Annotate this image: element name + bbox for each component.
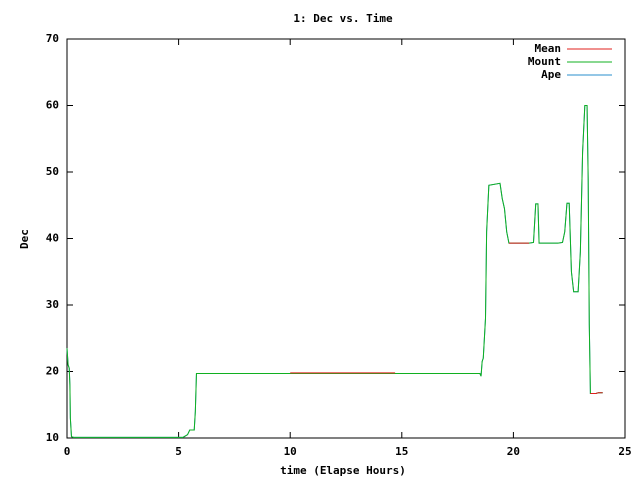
y-tick-label: 50: [46, 165, 59, 178]
x-tick-label: 25: [618, 445, 631, 458]
y-tick-label: 10: [46, 431, 59, 444]
legend-label: Ape: [541, 68, 561, 81]
x-tick-label: 10: [284, 445, 297, 458]
y-tick-label: 30: [46, 298, 59, 311]
x-tick-label: 15: [395, 445, 408, 458]
y-tick-label: 20: [46, 365, 59, 378]
y-tick-label: 40: [46, 232, 59, 245]
y-tick-label: 60: [46, 99, 59, 112]
x-tick-label: 0: [64, 445, 71, 458]
legend-label: Mean: [535, 42, 562, 55]
y-axis-label: Dec: [18, 229, 31, 249]
x-tick-label: 5: [175, 445, 182, 458]
y-tick-label: 70: [46, 32, 59, 45]
chart-title: 1: Dec vs. Time: [293, 12, 393, 25]
x-axis-label: time (Elapse Hours): [280, 464, 406, 477]
x-tick-label: 20: [507, 445, 520, 458]
series-line: [66, 105, 603, 438]
series-line: [290, 242, 603, 394]
legend-label: Mount: [528, 55, 561, 68]
